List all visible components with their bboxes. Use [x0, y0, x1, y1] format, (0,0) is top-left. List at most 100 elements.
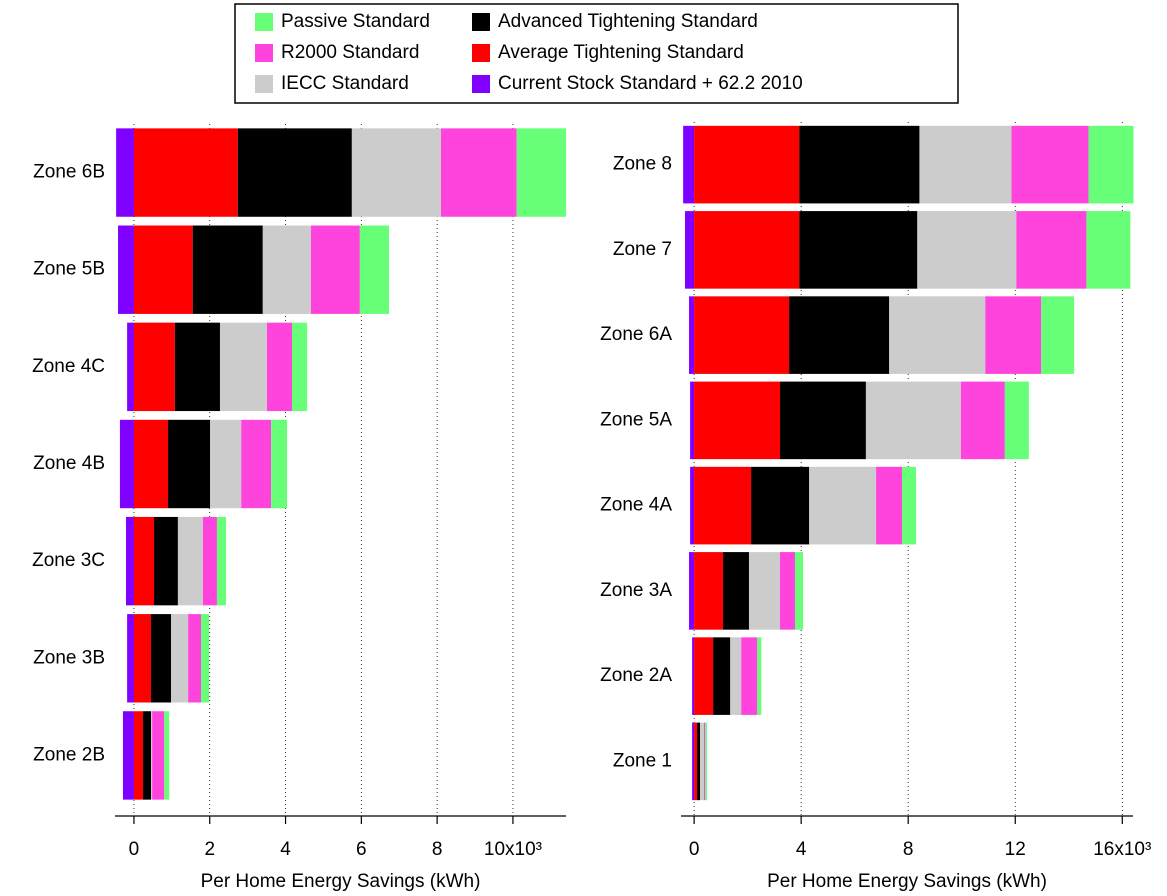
bar-segment — [730, 637, 742, 715]
bar-segment — [751, 466, 810, 545]
y-tick-label: Zone 8 — [613, 154, 672, 175]
bar-segment — [917, 211, 1017, 289]
bar-segment — [889, 296, 986, 374]
bar-segment — [694, 722, 698, 801]
x-tick-label: 4 — [280, 839, 291, 860]
bar-segment — [154, 516, 178, 606]
y-tick-label: Zone 3C — [32, 550, 105, 571]
bar-segment — [876, 466, 903, 545]
bar-segment — [133, 419, 169, 509]
bar-segment — [216, 516, 227, 606]
bar-segment — [919, 125, 1012, 204]
bar-segment — [705, 722, 707, 801]
legend-swatch — [255, 44, 273, 62]
bar-segment — [713, 637, 731, 715]
bar-segment — [1041, 296, 1075, 374]
bar-segment — [902, 466, 916, 545]
bar-segment — [133, 614, 152, 703]
bar-segment — [757, 637, 762, 715]
bar-segment — [116, 128, 134, 217]
bar-segment — [310, 225, 360, 314]
bar-segment — [692, 722, 695, 801]
legend-label: R2000 Standard — [281, 42, 419, 63]
x-axis-label: Per Home Energy Savings (kWh) — [201, 871, 481, 892]
bar-segment — [799, 125, 920, 204]
x-tick-label: 6 — [356, 839, 367, 860]
y-tick-label: Zone 7 — [613, 239, 672, 260]
legend-label: Advanced Tightening Standard — [498, 11, 758, 32]
x-tick-label: 0 — [689, 839, 700, 860]
legend-label: Passive Standard — [281, 11, 430, 32]
legend-label: Average Tightening Standard — [498, 42, 744, 63]
bar-segment — [177, 516, 203, 606]
bar-segment — [210, 419, 242, 509]
bar-segment — [960, 381, 1005, 460]
x-tick-label: 2 — [204, 839, 215, 860]
x-tick-label: 0 — [129, 839, 140, 860]
bar-segment — [237, 128, 352, 217]
bar-segment — [1088, 125, 1134, 204]
bar-segment — [219, 322, 267, 412]
bar-segment — [689, 552, 695, 630]
bar-segment — [789, 296, 890, 374]
y-tick-label: Zone 6B — [33, 162, 105, 183]
bar-segment — [266, 322, 292, 412]
y-tick-label: Zone 2A — [600, 665, 672, 686]
bar-segment — [133, 711, 144, 800]
legend-swatch — [472, 13, 490, 31]
bar-segment — [1016, 211, 1087, 289]
bar-segment — [690, 466, 695, 545]
bar-segment — [694, 296, 790, 374]
bar-segment — [689, 296, 695, 374]
bar-segment — [202, 516, 217, 606]
y-tick-label: Zone 1 — [613, 750, 672, 771]
x-tick-label: 16x10³ — [1093, 839, 1151, 860]
bar-segment — [168, 419, 211, 509]
bar-segment — [683, 125, 695, 204]
x-axis-label: Per Home Energy Savings (kWh) — [767, 871, 1047, 892]
legend-box — [234, 3, 959, 104]
bar-segment — [694, 466, 752, 545]
y-tick-label: Zone 5A — [600, 409, 672, 430]
y-tick-label: Zone 4A — [600, 495, 672, 516]
bar-segment — [809, 466, 877, 545]
bar-segment — [795, 552, 804, 630]
bar-segment — [780, 381, 866, 460]
bar-segment — [188, 614, 202, 703]
x-tick-label: 8 — [432, 839, 443, 860]
bar-segment — [694, 125, 800, 204]
bar-segment — [440, 128, 517, 217]
bar-segment — [692, 637, 695, 715]
y-tick-label: Zone 2B — [33, 744, 105, 765]
legend-swatch — [472, 44, 490, 62]
bar-segment — [985, 296, 1042, 374]
y-tick-label: Zone 5B — [33, 259, 105, 280]
bar-segment — [1004, 381, 1029, 460]
x-tick-label: 10x10³ — [484, 839, 542, 860]
bar-segment — [697, 722, 701, 801]
bar-segment — [694, 637, 714, 715]
bar-segment — [241, 419, 272, 509]
bar-segment — [694, 211, 800, 289]
bar-segment — [133, 322, 175, 412]
bar-segment — [351, 128, 441, 217]
legend-label: Current Stock Standard + 62.2 2010 — [498, 73, 803, 94]
bar-segment — [685, 211, 695, 289]
bar-segment — [865, 381, 961, 460]
bar-segment — [152, 711, 165, 800]
bar-segment — [164, 711, 170, 800]
bar-segment — [118, 225, 134, 314]
bar-segment — [723, 552, 749, 630]
legend-label: IECC Standard — [281, 73, 409, 94]
bar-segment — [359, 225, 390, 314]
legend-swatch — [255, 13, 273, 31]
bar-segment — [192, 225, 263, 314]
bar-segment — [119, 419, 134, 509]
y-tick-label: Zone 3A — [600, 580, 672, 601]
legend-swatch — [255, 75, 273, 93]
bar-segment — [133, 128, 238, 217]
bar-segment — [171, 614, 189, 703]
x-tick-label: 12 — [1005, 839, 1026, 860]
y-tick-label: Zone 6A — [600, 324, 672, 345]
